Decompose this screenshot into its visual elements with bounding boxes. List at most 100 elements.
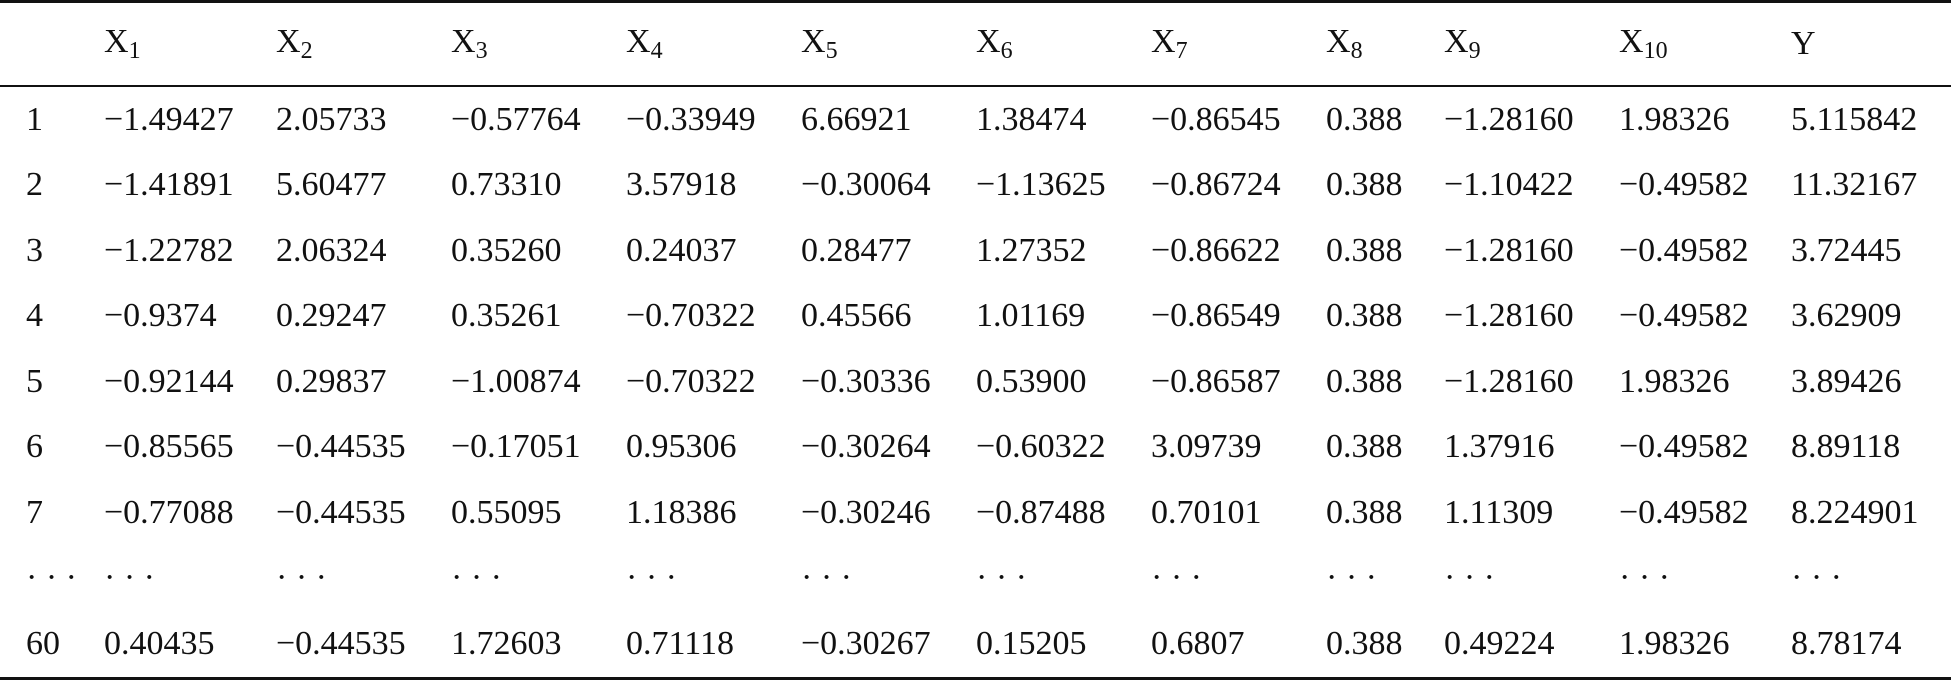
- table-cell: −0.86549: [1151, 297, 1281, 335]
- column-header: X8: [1326, 2, 1444, 87]
- column-header-index: [0, 2, 104, 87]
- table-cell: −0.49582: [1619, 166, 1749, 204]
- table-cell: 0.55095: [451, 493, 562, 531]
- column-header: X10: [1619, 2, 1791, 87]
- column-header-subscript: 3: [475, 38, 488, 64]
- column-header-subscript: 1: [128, 38, 141, 64]
- table-cell: 0.388: [1326, 100, 1403, 138]
- table-cell: 0.95306: [626, 428, 737, 466]
- column-header-label: X: [1326, 23, 1351, 60]
- table-cell: −1.00874: [451, 362, 581, 400]
- table-cell: −0.30246: [801, 493, 931, 531]
- column-header: X6: [976, 2, 1151, 87]
- table-cell: −0.87488: [976, 493, 1106, 531]
- table-cell: · · ·: [1151, 559, 1202, 597]
- table-cell: 5.115842: [1791, 100, 1918, 138]
- table-cell: 8.89118: [1791, 428, 1901, 466]
- table-cell: 0.40435: [104, 624, 215, 662]
- table-cell: · · ·: [801, 559, 852, 597]
- table-row: 5 −0.92144 0.29837 −1.00874 −0.70322 −0.30336…: [0, 349, 1951, 415]
- header-row: X1 X2 X3 X4 X5 X6 X7 X8 X9 X10 Y: [0, 1, 1951, 87]
- column-header-label: X: [1444, 23, 1469, 60]
- table-cell: 0.388: [1326, 297, 1403, 335]
- table-cell: 3.62909: [1791, 297, 1902, 335]
- table-cell: −1.28160: [1444, 231, 1574, 269]
- column-header-label: X: [976, 23, 1001, 60]
- table-row: 4 −0.9374 0.29247 0.35261 −0.70322 0.45566 1.0…: [0, 284, 1951, 350]
- table-row: · · · · · · · · · · · · · · · · · · · · · · · ·…: [0, 546, 1951, 612]
- table-cell: 3.89426: [1791, 362, 1902, 400]
- table-cell: −0.92144: [104, 362, 234, 400]
- table-cell: 1.11309: [1444, 493, 1554, 531]
- table-cell: 0.35261: [451, 297, 562, 335]
- table-cell: 0.49224: [1444, 624, 1555, 662]
- table-cell: −0.86587: [1151, 362, 1281, 400]
- row-index-cell: 3: [26, 231, 43, 269]
- column-header: X4: [626, 2, 801, 87]
- column-header-label: X: [104, 23, 129, 60]
- table-cell: 0.73310: [451, 166, 562, 204]
- table-cell: 0.29837: [276, 362, 387, 400]
- table-cell: −1.10422: [1444, 166, 1574, 204]
- table-cell: 0.388: [1326, 493, 1403, 531]
- table-cell: 0.70101: [1151, 493, 1262, 531]
- table-body: 1 −1.49427 2.05733 −0.57764 −0.33949 6.66921 1…: [0, 86, 1951, 678]
- column-header: X1: [104, 2, 276, 87]
- table-cell: 3.57918: [626, 166, 737, 204]
- table-cell: · · ·: [626, 559, 677, 597]
- row-index-cell: 1: [26, 100, 43, 138]
- column-header: X9: [1444, 2, 1619, 87]
- table-cell: −0.57764: [451, 100, 581, 138]
- row-index-cell: 2: [26, 166, 43, 204]
- column-header-subscript: 8: [1350, 38, 1363, 64]
- table-cell: 2.06324: [276, 231, 387, 269]
- column-header: X7: [1151, 2, 1326, 87]
- data-table: X1 X2 X3 X4 X5 X6 X7 X8 X9 X10 Y 1 −1.49427 2.05733−…: [0, 1, 1951, 678]
- table-cell: 5.60477: [276, 166, 387, 204]
- column-header: Y: [1791, 2, 1951, 87]
- row-index-cell: · · ·: [26, 559, 77, 597]
- row-index-cell: 5: [26, 362, 43, 400]
- table-row: 60 0.40435 −0.44535 1.72603 0.71118 −0.30267 0…: [0, 611, 1951, 678]
- table-cell: · · ·: [1444, 559, 1495, 597]
- table-cell: 1.98326: [1619, 624, 1730, 662]
- column-header-subscript: 5: [825, 38, 838, 64]
- table-cell: 6.66921: [801, 100, 912, 138]
- table-cell: −1.28160: [1444, 362, 1574, 400]
- table-cell: 1.98326: [1619, 362, 1730, 400]
- column-header-subscript: 4: [650, 38, 663, 64]
- column-header-subscript: 7: [1175, 38, 1188, 64]
- table-cell: −0.86622: [1151, 231, 1281, 269]
- table-cell: −1.28160: [1444, 100, 1574, 138]
- column-header-label: X: [626, 23, 651, 60]
- table-cell: 3.72445: [1791, 231, 1902, 269]
- row-index-cell: 6: [26, 428, 43, 466]
- table-row: 2 −1.41891 5.60477 0.73310 3.57918 −0.30064 −1…: [0, 153, 1951, 219]
- table-cell: 0.29247: [276, 297, 387, 335]
- column-header: X5: [801, 2, 976, 87]
- table-cell: 0.388: [1326, 624, 1403, 662]
- table-cell: −0.9374: [104, 297, 217, 335]
- table-cell: 11.32167: [1791, 166, 1918, 204]
- table-cell: −0.17051: [451, 428, 581, 466]
- table-cell: −1.22782: [104, 231, 234, 269]
- table-cell: −1.13625: [976, 166, 1106, 204]
- table-cell: 8.224901: [1791, 493, 1919, 531]
- table-cell: −0.85565: [104, 428, 234, 466]
- table-row: 7 −0.77088 −0.44535 0.55095 1.18386 −0.30246 −…: [0, 480, 1951, 546]
- table-cell: 0.53900: [976, 362, 1087, 400]
- table-cell: −0.44535: [276, 624, 406, 662]
- table-cell: −0.33949: [626, 100, 756, 138]
- table-cell: 1.27352: [976, 231, 1087, 269]
- table-cell: −0.44535: [276, 428, 406, 466]
- column-header-label: Y: [1791, 25, 1816, 62]
- table-cell: · · ·: [104, 559, 155, 597]
- table-cell: · · ·: [1619, 559, 1670, 597]
- row-index-cell: 60: [26, 624, 60, 662]
- table-cell: −1.28160: [1444, 297, 1574, 335]
- table-cell: · · ·: [976, 559, 1027, 597]
- table-cell: 1.38474: [976, 100, 1087, 138]
- table-cell: · · ·: [1326, 559, 1377, 597]
- row-index-cell: 7: [26, 493, 43, 531]
- table-cell: 0.388: [1326, 231, 1403, 269]
